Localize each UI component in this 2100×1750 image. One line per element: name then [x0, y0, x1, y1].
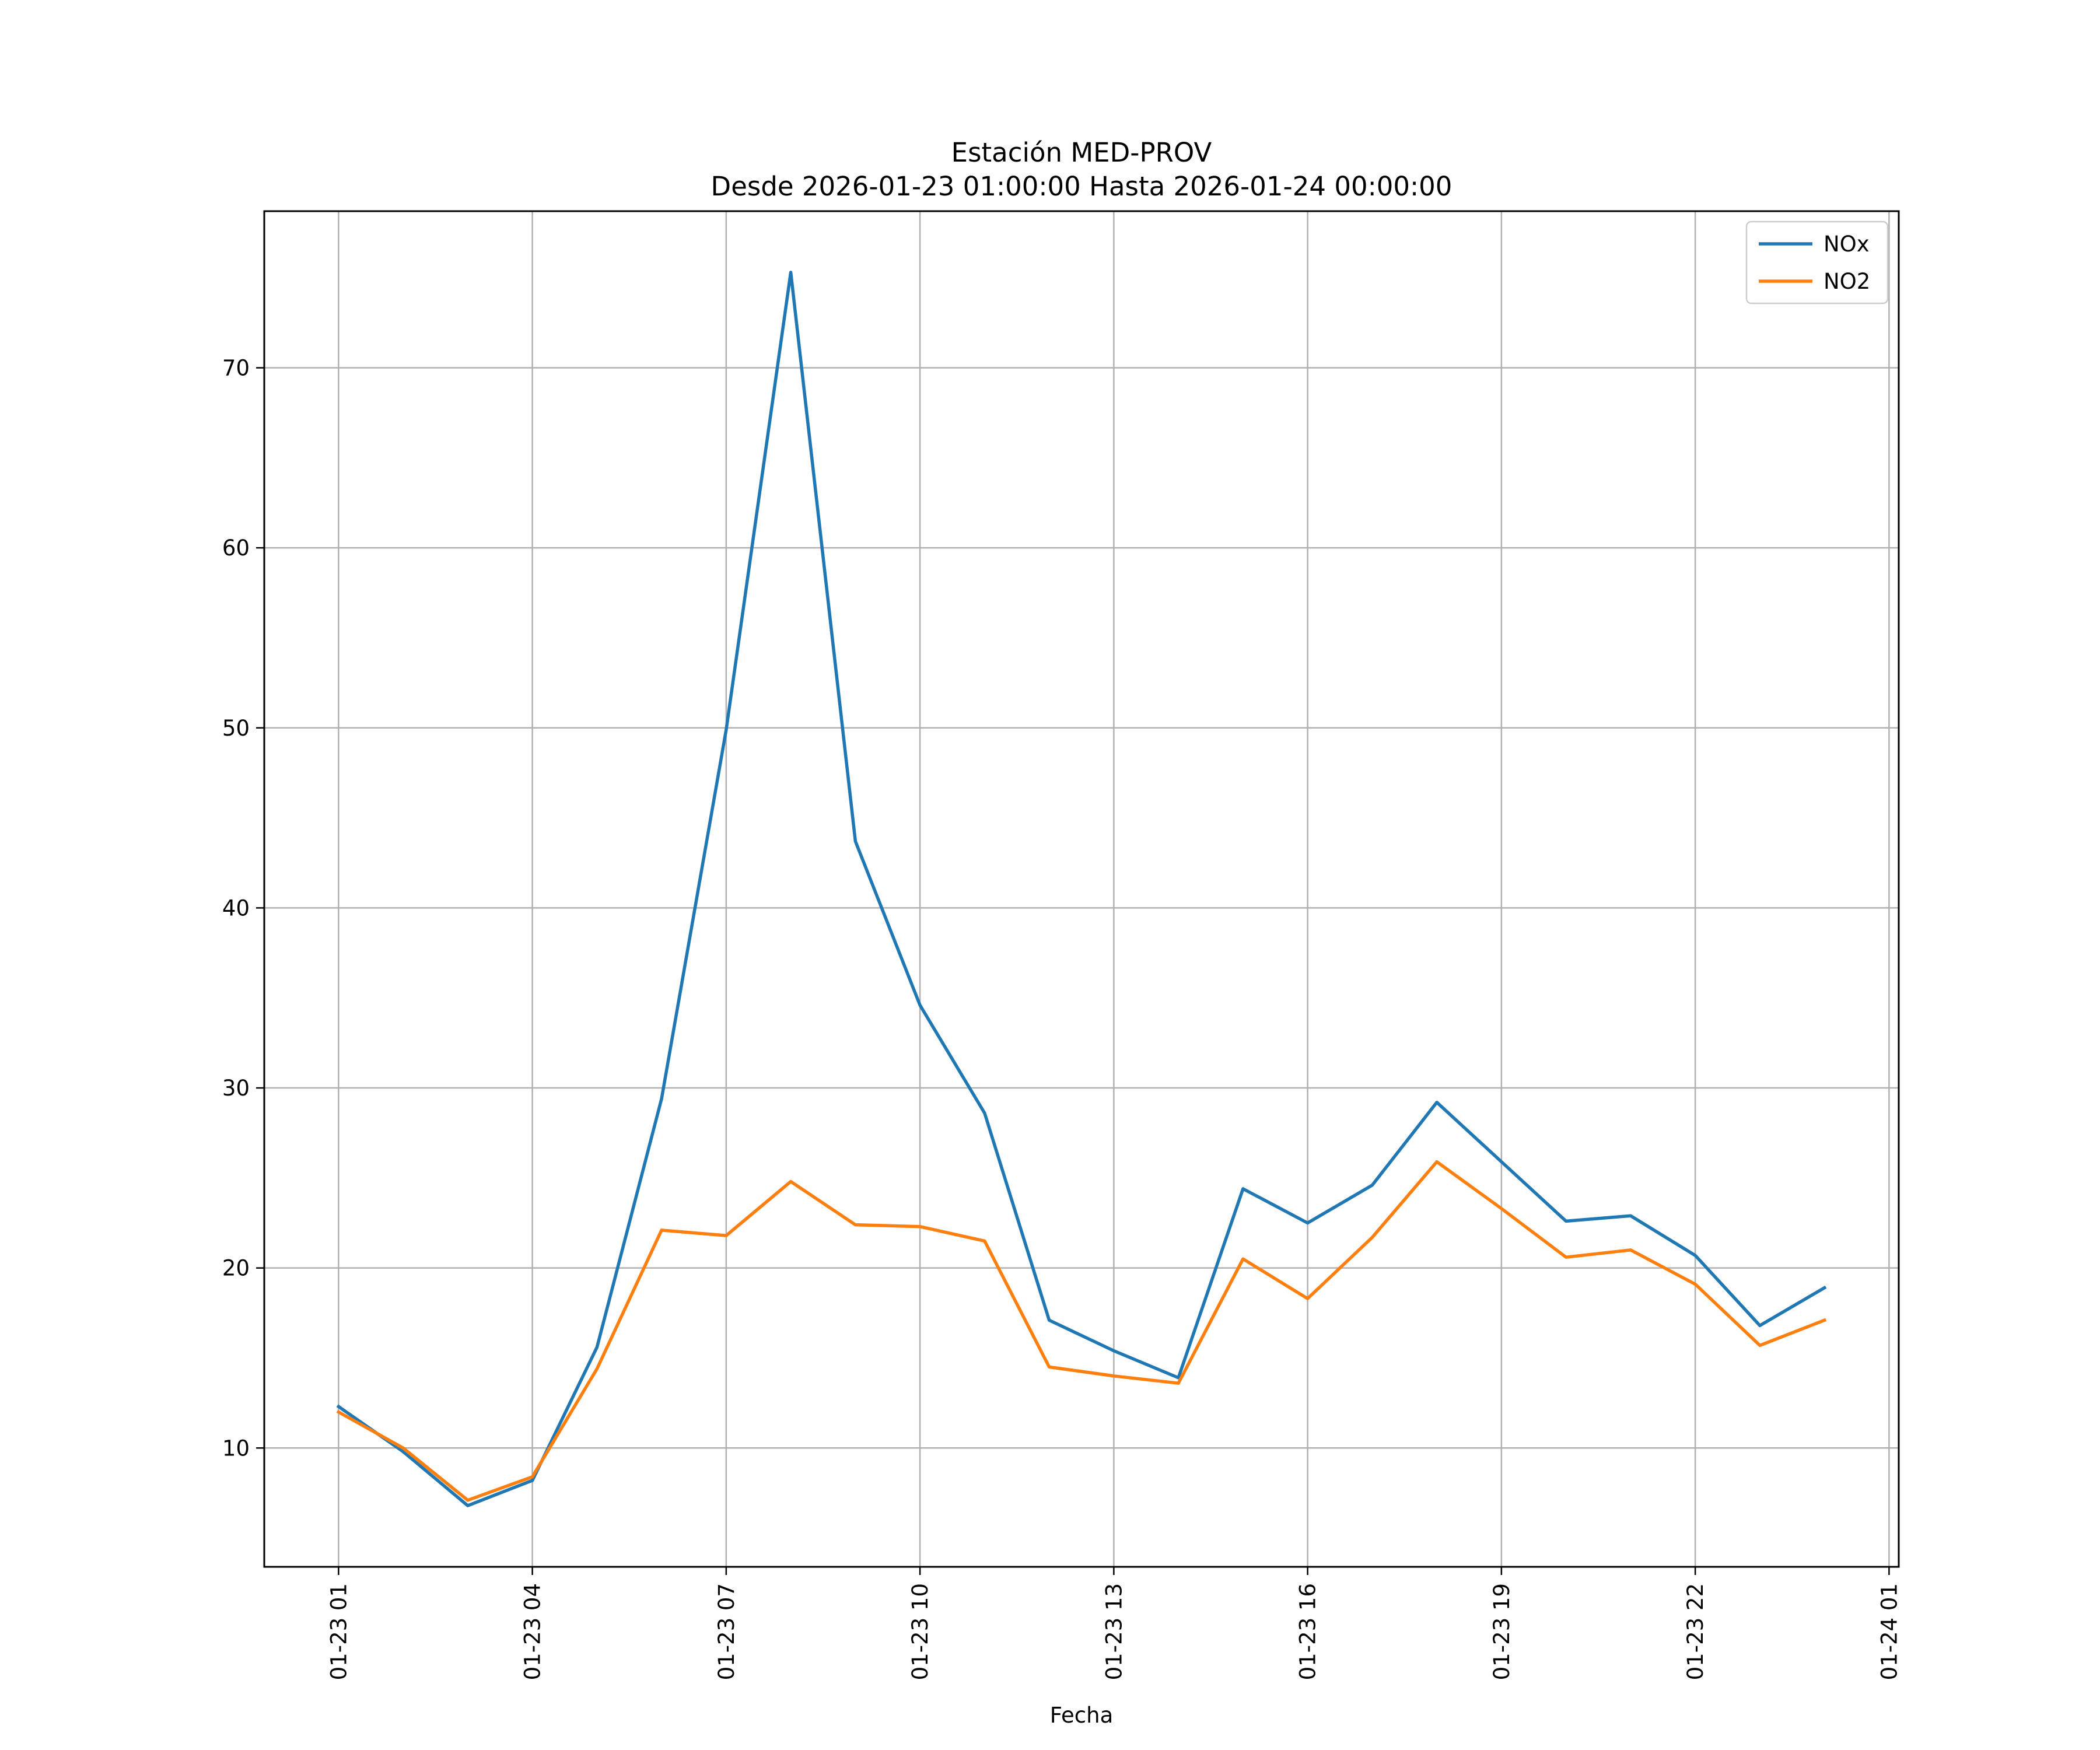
y-tick-label: 10 — [222, 1436, 250, 1461]
legend-frame — [1745, 220, 1889, 304]
chart-title: Estación MED-PROV — [951, 137, 1212, 168]
y-tick-label: 20 — [222, 1256, 250, 1281]
y-tick-label: 70 — [222, 356, 250, 381]
x-tick-label: 01-23 13 — [1101, 1583, 1126, 1680]
y-tick-label: 50 — [222, 716, 250, 741]
x-tick-label: 01-23 22 — [1683, 1583, 1708, 1680]
series-line-nox — [336, 271, 1827, 1507]
legend-label-nox: NOx — [1824, 232, 1870, 257]
plot-frame — [263, 210, 1900, 1568]
x-tick-label: 01-23 01 — [326, 1583, 351, 1680]
chart-subtitle: Desde 2026-01-23 01:00:00 Hasta 2026-01-… — [711, 171, 1452, 202]
gridlines — [264, 211, 1899, 1567]
x-tick-label: 01-23 04 — [520, 1583, 545, 1680]
x-axis: 01-23 01 01-23 04 01-23 07 01-23 10 01-23 13… — [326, 1567, 1902, 1680]
y-tick-label: 40 — [222, 895, 250, 921]
y-axis: 10 20 30 40 50 60 70 — [222, 356, 264, 1461]
y-tick-label: 30 — [222, 1076, 250, 1101]
legend: NOx NO2 — [1745, 220, 1889, 304]
series-line-no2 — [336, 1160, 1827, 1502]
x-axis-title: Fecha — [1050, 1703, 1114, 1728]
x-tick-label: 01-23 16 — [1296, 1583, 1321, 1680]
x-tick-label: 01-23 07 — [714, 1583, 739, 1680]
x-tick-label: 01-23 10 — [908, 1583, 933, 1680]
x-tick-label: 01-23 19 — [1489, 1583, 1514, 1680]
x-tick-label: 01-24 01 — [1877, 1583, 1902, 1680]
y-tick-label: 60 — [222, 536, 250, 561]
series-lines — [336, 271, 1827, 1507]
legend-label-no2: NO2 — [1824, 269, 1870, 294]
